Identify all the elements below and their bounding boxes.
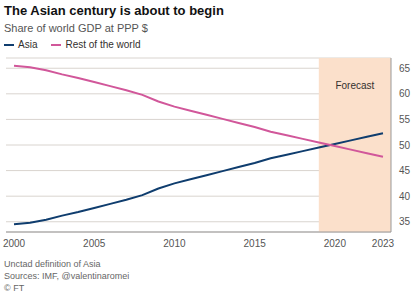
html-text:Rest of the world: Rest of the world	[65, 39, 141, 50]
svg-text:55: 55	[399, 114, 411, 125]
svg-text:Forecast: Forecast	[335, 80, 374, 91]
svg-text:50: 50	[399, 140, 411, 151]
html-text:© FT: © FT	[4, 283, 25, 293]
html-text:Asia: Asia	[18, 39, 38, 50]
svg-text:40: 40	[399, 191, 411, 202]
svg-text:2000: 2000	[8, 238, 26, 249]
svg-text:2015: 2015	[244, 238, 267, 249]
svg-text:2023: 2023	[372, 238, 395, 249]
html-text:Sources: IMF, @valentinaromei: Sources: IMF, @valentinaromei	[4, 271, 130, 281]
html-text:The Asian century is about to: The Asian century is about to begin	[4, 3, 224, 18]
svg-text:65: 65	[399, 63, 411, 74]
html-text:Unctad definition of Asia: Unctad definition of Asia	[4, 259, 101, 269]
svg-text:35: 35	[399, 216, 411, 227]
svg-text:2010: 2010	[163, 238, 186, 249]
svg-text:45: 45	[399, 165, 411, 176]
svg-text:2020: 2020	[324, 238, 347, 249]
svg-text:60: 60	[399, 88, 411, 99]
svg-text:2005: 2005	[83, 238, 106, 249]
html-text:Share of world GDP at PPP $: Share of world GDP at PPP $	[4, 22, 148, 34]
